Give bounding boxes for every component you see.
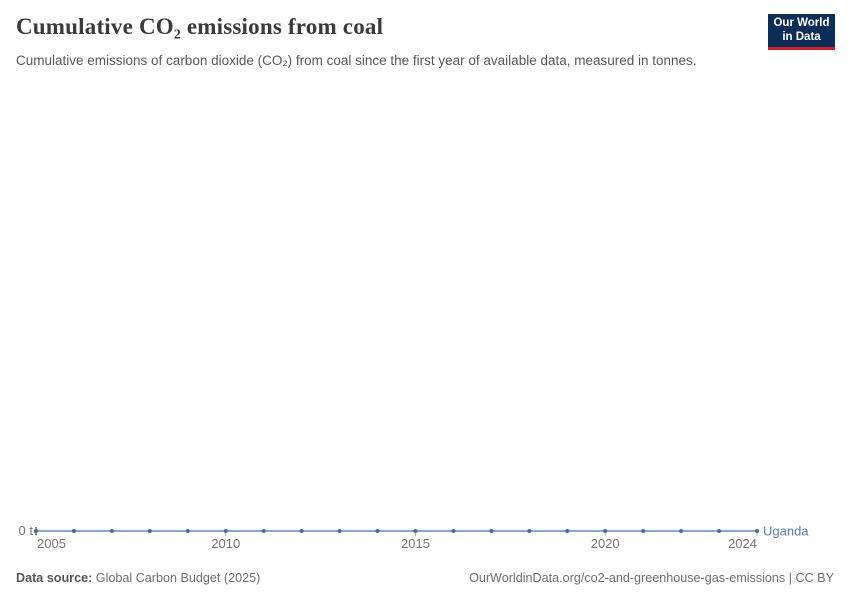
- data-point: [223, 529, 228, 533]
- chart-subtitle: Cumulative emissions of carbon dioxide (…: [16, 53, 697, 68]
- data-point: [185, 529, 190, 533]
- data-source-value: Global Carbon Budget (2025): [95, 571, 261, 585]
- data-point: [337, 529, 342, 533]
- x-tick-label: 2020: [591, 536, 620, 551]
- data-source: Data source: Global Carbon Budget (2025): [16, 570, 260, 587]
- x-tick-label: 2015: [401, 536, 430, 551]
- y-tick-label: 0 t: [19, 523, 34, 538]
- data-point: [451, 529, 456, 533]
- chart-footer: Data source: Global Carbon Budget (2025)…: [16, 570, 834, 587]
- data-point: [299, 529, 304, 533]
- entity-label[interactable]: Uganda: [763, 524, 809, 539]
- data-point: [71, 529, 76, 533]
- data-point: [755, 529, 759, 533]
- data-point: [679, 529, 684, 533]
- data-point: [375, 529, 380, 533]
- data-point: [527, 529, 532, 533]
- data-point: [489, 529, 494, 533]
- data-point: [641, 529, 646, 533]
- data-point: [147, 529, 152, 533]
- owid-logo-line2: in Data: [782, 30, 821, 43]
- owid-logo[interactable]: Our World in Data: [768, 14, 835, 50]
- data-point: [413, 529, 418, 533]
- data-point: [109, 529, 114, 533]
- data-source-label: Data source:: [16, 571, 93, 585]
- x-tick-label: 2024: [728, 536, 757, 551]
- data-point: [603, 529, 608, 533]
- data-point: [565, 529, 570, 533]
- data-point: [261, 529, 266, 533]
- x-tick-label: 2010: [211, 536, 240, 551]
- owid-logo-line1: Our World: [773, 17, 830, 29]
- attribution-link[interactable]: OurWorldinData.org/co2-and-greenhouse-ga…: [469, 571, 834, 585]
- data-point: [717, 529, 722, 533]
- x-tick-label: 2005: [37, 536, 66, 551]
- data-point: [34, 529, 38, 533]
- chart-title: Cumulative CO₂ emissions from coal: [16, 14, 384, 39]
